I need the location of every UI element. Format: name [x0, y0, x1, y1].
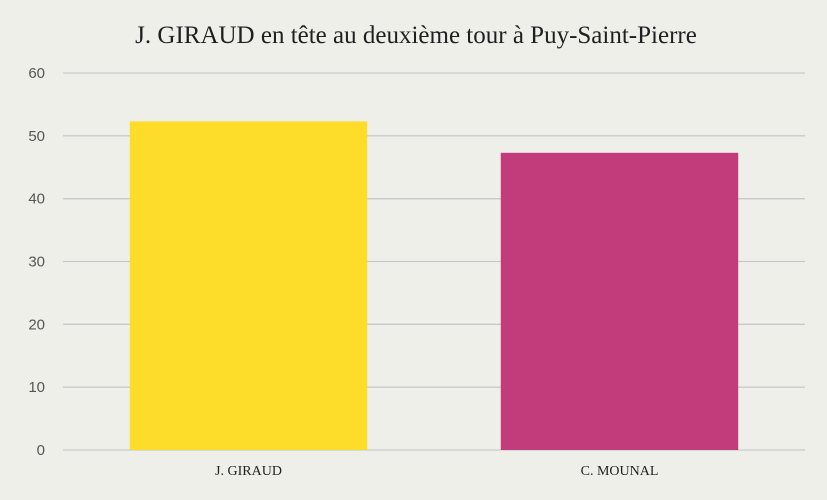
y-axis-ticks: 0 10 20 30 40 50 60: [28, 65, 45, 459]
y-tick-label: 10: [28, 379, 45, 396]
bar-c-mounal: [500, 152, 739, 450]
y-tick-label: 60: [28, 65, 45, 82]
chart-title: J. GIRAUD en tête au deuxième tour à Puy…: [135, 22, 697, 49]
y-tick-label: 50: [28, 128, 45, 145]
x-tick-label: C. MOUNAL: [581, 464, 659, 479]
x-axis-labels: J. GIRAUD C. MOUNAL: [215, 464, 658, 479]
bar-j-giraud: [129, 121, 368, 451]
y-tick-label: 20: [28, 316, 45, 333]
y-tick-label: 40: [28, 191, 45, 208]
x-tick-label: J. GIRAUD: [215, 464, 282, 479]
y-tick-label: 0: [37, 442, 45, 459]
bars: [129, 121, 739, 451]
y-tick-label: 30: [28, 254, 45, 271]
